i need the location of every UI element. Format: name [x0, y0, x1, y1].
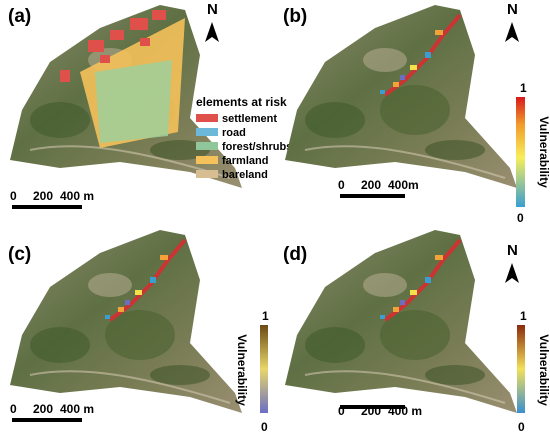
scale-label: 400 m — [60, 189, 94, 203]
panel-label: (c) — [8, 244, 31, 265]
north-arrow — [505, 263, 519, 283]
scale-bar — [340, 405, 405, 409]
panel-label: (d) — [283, 244, 307, 265]
scale-label: 400m — [388, 178, 419, 192]
legend-title: elements at risk — [196, 95, 287, 109]
colorbar — [517, 325, 525, 413]
scale-label: 400 m — [60, 402, 94, 416]
north-arrow — [505, 22, 519, 42]
scale-label: 0 — [10, 402, 17, 416]
legend-swatch — [196, 170, 218, 178]
panel-d: (d) N 1 0 Vulnerability 0 200 400 m — [283, 230, 550, 434]
scale-label: 0 — [10, 189, 17, 203]
colorbar-min: 0 — [261, 420, 268, 434]
legend-swatch — [196, 128, 218, 136]
scale-label: 200 — [361, 178, 381, 192]
panel-a: (a) N elements at risk settlement road f… — [8, 1, 292, 209]
north-arrow — [205, 22, 219, 42]
legend-item: farmland — [222, 155, 268, 167]
settlements — [60, 10, 166, 82]
scale-bar — [340, 194, 405, 198]
scale-label: 0 — [338, 404, 345, 418]
scale-bar — [12, 205, 82, 209]
north-label: N — [507, 242, 518, 259]
legend-swatch — [196, 114, 218, 122]
colorbar — [260, 325, 268, 413]
panel-b: (b) N 1 0 Vulnerability 0 200 400m — [283, 1, 550, 225]
north-label: N — [507, 1, 518, 18]
colorbar-min: 0 — [518, 420, 525, 434]
north-label: N — [207, 1, 218, 18]
map — [285, 230, 517, 413]
legend-swatch — [196, 156, 218, 164]
map — [10, 230, 242, 413]
panel-label: (b) — [283, 6, 307, 27]
colorbar-max: 1 — [520, 81, 527, 95]
legend-item: road — [222, 127, 246, 139]
legend-item: forest/shrubs — [222, 141, 292, 153]
scale-label: 200 — [33, 402, 53, 416]
colorbar — [516, 97, 525, 207]
colorbar-title: Vulnerability — [235, 334, 249, 406]
colorbar-title: Vulnerability — [537, 334, 550, 406]
colorbar-max: 1 — [262, 309, 269, 323]
legend-swatch — [196, 142, 218, 150]
map — [285, 5, 517, 188]
legend-item: settlement — [222, 113, 277, 125]
panel-label: (a) — [8, 6, 31, 27]
colorbar-min: 0 — [517, 211, 524, 225]
colorbar-max: 1 — [520, 309, 527, 323]
forest-area — [95, 60, 172, 143]
scale-bar — [12, 418, 82, 422]
scale-label: 200 — [33, 189, 53, 203]
scale-label: 0 — [338, 178, 345, 192]
colorbar-title: Vulnerability — [537, 116, 550, 188]
panel-c: (c) 1 0 Vulnerability 0 200 400 m — [8, 230, 269, 434]
legend-item: bareland — [222, 169, 268, 181]
